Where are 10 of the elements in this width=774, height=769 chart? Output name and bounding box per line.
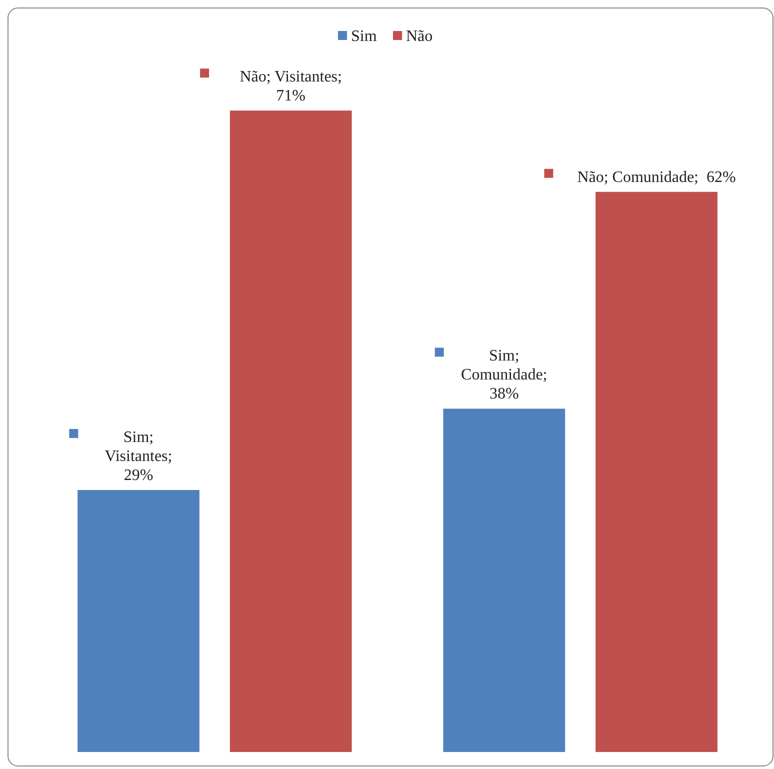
data-label: Não; Visitantes; 71% bbox=[240, 68, 342, 105]
legend-label: Sim bbox=[351, 28, 378, 45]
data-label: Sim; Visitantes; 29% bbox=[104, 429, 172, 484]
bar bbox=[230, 110, 352, 752]
bar bbox=[443, 408, 566, 752]
legend-label: Não bbox=[406, 28, 433, 45]
data-label: Sim; Comunidade; 38% bbox=[461, 348, 548, 403]
data-label: Não; Comunidade; 62% bbox=[577, 168, 736, 186]
bar bbox=[596, 192, 718, 752]
bar bbox=[78, 490, 200, 752]
